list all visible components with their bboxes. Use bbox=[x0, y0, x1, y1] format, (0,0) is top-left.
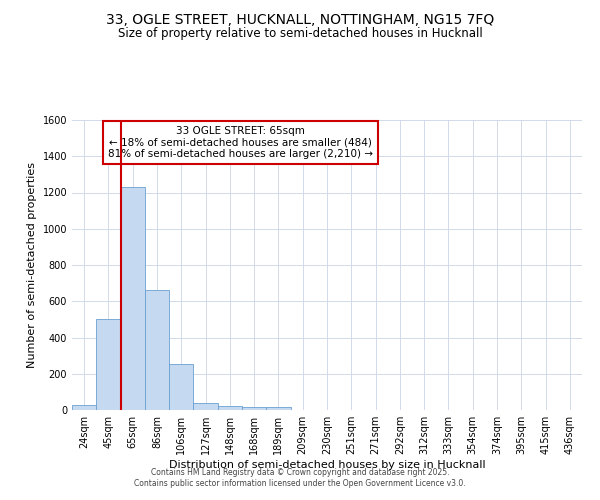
Text: 33 OGLE STREET: 65sqm
← 18% of semi-detached houses are smaller (484)
81% of sem: 33 OGLE STREET: 65sqm ← 18% of semi-deta… bbox=[108, 126, 373, 159]
Text: Size of property relative to semi-detached houses in Hucknall: Size of property relative to semi-detach… bbox=[118, 28, 482, 40]
Bar bbox=[145, 290, 169, 410]
Y-axis label: Number of semi-detached properties: Number of semi-detached properties bbox=[27, 162, 37, 368]
Bar bbox=[218, 406, 242, 410]
Bar bbox=[96, 320, 121, 410]
Bar bbox=[121, 187, 145, 410]
Bar bbox=[193, 403, 218, 410]
Bar bbox=[169, 364, 193, 410]
Bar bbox=[266, 408, 290, 410]
Bar bbox=[242, 408, 266, 410]
Text: Contains HM Land Registry data © Crown copyright and database right 2025.
Contai: Contains HM Land Registry data © Crown c… bbox=[134, 468, 466, 487]
Text: 33, OGLE STREET, HUCKNALL, NOTTINGHAM, NG15 7FQ: 33, OGLE STREET, HUCKNALL, NOTTINGHAM, N… bbox=[106, 12, 494, 26]
Bar bbox=[72, 404, 96, 410]
X-axis label: Distribution of semi-detached houses by size in Hucknall: Distribution of semi-detached houses by … bbox=[169, 460, 485, 470]
